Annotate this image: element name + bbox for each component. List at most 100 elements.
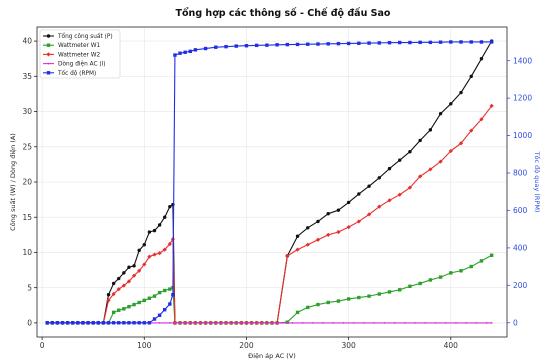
y2-tick-label: 1200 xyxy=(513,94,532,103)
data-point xyxy=(336,229,341,235)
data-point xyxy=(311,322,314,324)
legend-item: Wattmeter W2 xyxy=(43,52,100,58)
data-point xyxy=(214,45,218,49)
data-point xyxy=(163,215,167,219)
data-point xyxy=(336,41,341,46)
legend-box xyxy=(39,29,121,79)
data-point xyxy=(111,321,116,325)
data-point xyxy=(240,322,243,324)
x-tick-label: 400 xyxy=(444,341,459,350)
data-point xyxy=(326,300,330,305)
data-point xyxy=(469,264,473,269)
data-point xyxy=(408,40,412,45)
y2-tick-label: 600 xyxy=(513,206,528,215)
data-point xyxy=(179,322,181,324)
data-point xyxy=(147,321,152,325)
data-point xyxy=(306,42,310,46)
data-point xyxy=(91,321,95,325)
data-point xyxy=(489,253,494,257)
data-point xyxy=(357,295,361,300)
y-axis-left-title: Công suất (W) / Dòng điện (A) xyxy=(9,133,17,231)
data-point xyxy=(152,317,157,321)
data-point xyxy=(250,322,253,324)
data-point xyxy=(285,42,290,47)
data-point xyxy=(465,322,468,324)
data-point xyxy=(398,40,402,45)
legend: Tổng công suất (P) Wattmeter W1 Wattmeter … xyxy=(39,29,121,79)
data-point xyxy=(131,273,137,278)
data-point xyxy=(285,253,290,259)
data-point xyxy=(449,40,453,44)
x-axis-title: Điện áp AC (V) xyxy=(248,352,296,360)
data-point xyxy=(152,228,157,233)
data-point xyxy=(336,208,341,212)
legend-marker xyxy=(46,52,51,57)
data-point xyxy=(126,279,132,284)
data-point xyxy=(116,286,121,292)
data-point xyxy=(357,41,361,45)
y-tick-label: 25 xyxy=(22,142,32,151)
data-point xyxy=(193,48,198,52)
legend-label: Tốc độ (RPM) xyxy=(57,70,96,77)
data-point xyxy=(377,176,381,180)
data-point xyxy=(132,264,136,268)
data-point xyxy=(363,322,365,324)
legend-item: Tốc độ (RPM) xyxy=(43,70,96,77)
series-layer xyxy=(45,39,494,326)
y-tick-label: 0 xyxy=(27,319,32,328)
legend-item: Wattmeter W1 xyxy=(43,43,100,49)
data-point xyxy=(168,204,172,209)
data-point xyxy=(137,248,141,253)
data-point xyxy=(173,53,177,57)
data-point xyxy=(76,321,80,325)
data-point xyxy=(301,322,304,324)
data-point xyxy=(142,262,147,267)
data-point xyxy=(147,254,152,259)
data-point xyxy=(295,247,300,252)
legend-item: Tổng công suất (P) xyxy=(43,33,113,40)
chart-title: Tổng hợp các thông số - Chế độ đấu Sao xyxy=(176,7,391,19)
data-point xyxy=(127,305,131,309)
data-point xyxy=(45,321,49,325)
data-point xyxy=(367,184,371,188)
data-point xyxy=(326,212,330,216)
data-point xyxy=(315,237,321,242)
data-point xyxy=(157,290,162,295)
data-point xyxy=(459,90,463,95)
data-point xyxy=(418,281,422,286)
data-point xyxy=(438,111,443,116)
data-point xyxy=(117,308,121,312)
data-point xyxy=(398,158,402,162)
data-point xyxy=(254,43,259,48)
data-point xyxy=(111,281,116,286)
legend-marker xyxy=(46,71,51,75)
data-point xyxy=(122,307,126,311)
data-point xyxy=(306,226,310,230)
y-tick-label: 5 xyxy=(27,283,32,292)
data-point xyxy=(387,290,392,294)
x-tick-label: 100 xyxy=(137,341,152,350)
y-tick-label: 30 xyxy=(22,107,32,116)
data-point xyxy=(281,322,284,324)
data-point xyxy=(265,43,269,47)
data-point xyxy=(81,321,85,325)
x-tick-label: 0 xyxy=(40,341,45,350)
data-point xyxy=(295,42,300,47)
data-point xyxy=(234,44,238,48)
data-point xyxy=(106,293,111,297)
data-point xyxy=(162,247,167,252)
data-point xyxy=(455,322,457,324)
data-point xyxy=(408,284,412,288)
data-point xyxy=(383,322,386,324)
legend-label: Wattmeter W2 xyxy=(58,52,100,58)
legend-label: Tổng công suất (P) xyxy=(57,33,113,40)
data-point xyxy=(326,232,331,237)
data-point xyxy=(489,103,494,109)
data-point xyxy=(449,102,453,106)
data-point xyxy=(407,185,413,190)
data-point xyxy=(469,74,473,79)
data-point xyxy=(230,322,233,324)
data-point xyxy=(438,275,443,279)
legend-marker xyxy=(46,34,51,38)
data-point xyxy=(469,128,474,133)
